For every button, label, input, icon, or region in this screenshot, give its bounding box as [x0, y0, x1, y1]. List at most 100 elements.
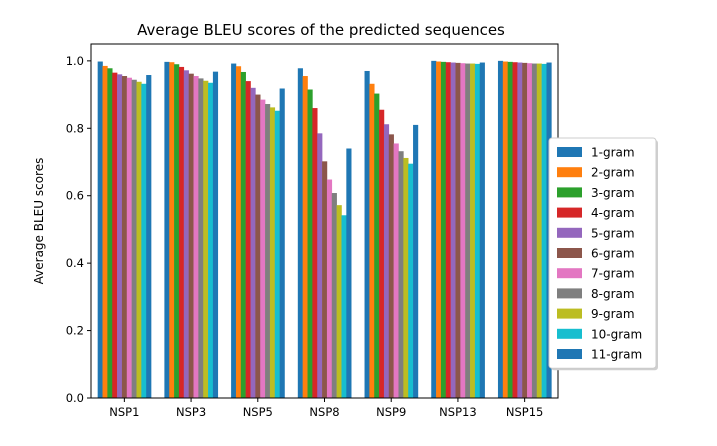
bar-NSP1-2-gram — [102, 65, 108, 398]
bar-NSP1-10-gram — [141, 83, 147, 398]
legend-swatch-8-gram — [557, 288, 582, 299]
bar-NSP3-11-gram — [212, 71, 219, 399]
bar-NSP15-10-gram — [541, 63, 547, 398]
bar-NSP5-8-gram — [265, 104, 271, 398]
y-axis: 0.0 0.2 0.4 0.6 0.8 1.0 — [66, 54, 91, 405]
bar-NSP1-8-gram — [131, 79, 137, 399]
x-axis: NSP1 NSP3 NSP5 NSP8 NSP9 NSP13 NSP15 — [109, 398, 543, 419]
bar-NSP1-7-gram — [126, 77, 132, 399]
bar-NSP8-9-gram — [336, 205, 342, 398]
legend-label-6-gram: 6-gram — [591, 247, 635, 261]
bar-NSP9-11-gram — [413, 124, 419, 398]
bar-NSP5-7-gram — [260, 99, 266, 398]
bar-NSP5-11-gram — [279, 88, 285, 398]
bars-group — [97, 60, 552, 399]
legend-swatch-9-gram — [557, 308, 582, 319]
legend-label-7-gram: 7-gram — [591, 267, 635, 281]
legend-label-8-gram: 8-gram — [591, 287, 635, 301]
bar-NSP13-11-gram — [479, 62, 485, 398]
legend-label-2-gram: 2-gram — [591, 166, 635, 180]
bar-NSP9-3-gram — [374, 93, 380, 398]
bar-NSP3-3-gram — [174, 64, 180, 398]
bar-NSP13-2-gram — [436, 61, 442, 398]
bar-NSP8-10-gram — [341, 215, 347, 398]
bar-NSP13-7-gram — [460, 63, 466, 398]
legend: 1-gram 2-gram 3-gram 4-gram 5-gram 6-gram 7-gr… — [548, 137, 658, 371]
bar-NSP9-7-gram — [393, 143, 399, 398]
y-tick-label: 0.8 — [66, 121, 84, 135]
bar-NSP9-4-gram — [379, 109, 385, 399]
bar-NSP13-5-gram — [450, 62, 456, 398]
bar-NSP15-1-gram — [497, 60, 504, 399]
bar-NSP5-9-gram — [269, 107, 276, 398]
legend-label-11-gram: 11-gram — [591, 348, 642, 362]
bar-NSP5-1-gram — [231, 63, 237, 399]
bar-NSP8-1-gram — [297, 68, 303, 399]
bar-NSP8-3-gram — [307, 89, 313, 398]
bar-NSP8-5-gram — [317, 133, 323, 398]
bar-NSP15-9-gram — [536, 63, 542, 399]
bar-NSP13-1-gram — [431, 60, 437, 399]
bar-NSP9-6-gram — [388, 134, 394, 398]
bar-NSP1-9-gram — [136, 81, 142, 398]
bar-NSP3-5-gram — [183, 70, 189, 399]
y-tick-label: 1.0 — [66, 54, 84, 68]
y-tick-label: 0.2 — [66, 324, 84, 338]
bar-NSP8-2-gram — [302, 76, 308, 398]
bar-NSP1-11-gram — [146, 75, 152, 399]
legend-swatch-2-gram — [557, 167, 582, 178]
bar-NSP13-9-gram — [470, 63, 476, 399]
legend-label-9-gram: 9-gram — [591, 307, 635, 321]
legend-label-3-gram: 3-gram — [591, 186, 635, 200]
bar-NSP5-5-gram — [250, 87, 256, 398]
bar-NSP15-5-gram — [517, 62, 523, 398]
y-tick-label: 0.6 — [66, 189, 84, 203]
bar-NSP13-10-gram — [474, 63, 481, 398]
bar-NSP3-4-gram — [178, 66, 185, 399]
bar-NSP8-4-gram — [312, 108, 318, 398]
bar-NSP9-2-gram — [369, 83, 375, 398]
x-tick-label: NSP9 — [376, 405, 406, 419]
legend-label-5-gram: 5-gram — [591, 226, 635, 240]
bar-NSP3-7-gram — [193, 76, 199, 398]
bar-NSP9-10-gram — [408, 163, 414, 398]
bar-NSP5-6-gram — [255, 94, 261, 398]
bar-NSP1-6-gram — [121, 76, 128, 398]
legend-swatch-6-gram — [557, 248, 582, 258]
chart-title: Average BLEU scores of the predicted seq… — [137, 21, 505, 39]
bar-NSP15-8-gram — [531, 63, 538, 399]
bar-NSP9-9-gram — [403, 157, 409, 398]
bar-NSP15-7-gram — [527, 63, 533, 398]
bar-NSP8-11-gram — [346, 148, 352, 398]
bar-NSP13-8-gram — [465, 63, 471, 399]
legend-swatch-7-gram — [557, 268, 582, 279]
x-tick-label: NSP8 — [309, 405, 339, 419]
legend-swatch-3-gram — [557, 187, 582, 198]
legend-swatch-10-gram — [557, 328, 582, 339]
legend-swatch-1-gram — [557, 147, 582, 157]
bar-NSP9-1-gram — [364, 70, 370, 398]
bar-NSP13-6-gram — [455, 62, 461, 398]
y-tick-label: 0.0 — [66, 391, 84, 405]
bar-NSP5-10-gram — [274, 110, 280, 398]
bar-NSP3-1-gram — [164, 61, 170, 399]
legend-swatch-11-gram — [557, 349, 582, 359]
bar-NSP3-9-gram — [203, 80, 209, 398]
bar-NSP1-3-gram — [107, 68, 113, 399]
legend-label-1-gram: 1-gram — [591, 146, 635, 160]
bar-NSP15-3-gram — [507, 61, 513, 399]
bar-NSP8-6-gram — [322, 161, 328, 398]
bar-NSP3-2-gram — [169, 62, 175, 399]
bar-NSP13-4-gram — [445, 62, 451, 399]
bar-NSP8-7-gram — [326, 179, 333, 398]
legend-swatch-5-gram — [557, 227, 582, 238]
bar-NSP8-8-gram — [331, 193, 337, 398]
legend-label-10-gram: 10-gram — [591, 327, 642, 341]
x-tick-label: NSP13 — [439, 405, 476, 419]
bar-NSP1-5-gram — [117, 74, 123, 398]
bar-NSP15-4-gram — [512, 62, 518, 399]
x-tick-label: NSP5 — [243, 405, 273, 419]
x-tick-label: NSP1 — [109, 405, 139, 419]
bar-NSP3-6-gram — [188, 73, 194, 399]
